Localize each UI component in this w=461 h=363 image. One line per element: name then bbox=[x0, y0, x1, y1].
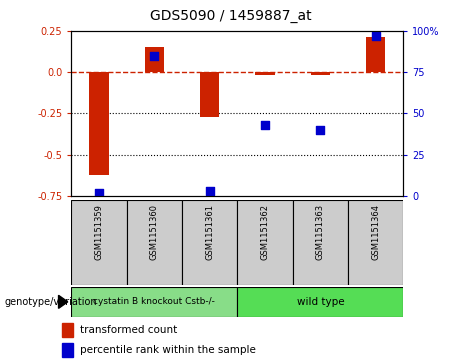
Text: GSM1151360: GSM1151360 bbox=[150, 204, 159, 260]
FancyBboxPatch shape bbox=[71, 200, 127, 285]
Point bbox=[372, 33, 379, 39]
Text: transformed count: transformed count bbox=[80, 325, 177, 335]
Bar bbox=[200, 72, 219, 117]
Bar bbox=[366, 37, 385, 72]
FancyBboxPatch shape bbox=[237, 200, 293, 285]
Bar bbox=[62, 343, 73, 356]
Text: percentile rank within the sample: percentile rank within the sample bbox=[80, 345, 255, 355]
Text: GSM1151361: GSM1151361 bbox=[205, 204, 214, 260]
Bar bbox=[255, 72, 275, 76]
Text: wild type: wild type bbox=[296, 297, 344, 307]
FancyBboxPatch shape bbox=[237, 287, 403, 317]
Text: cystatin B knockout Cstb-/-: cystatin B knockout Cstb-/- bbox=[94, 297, 215, 306]
Bar bbox=[62, 323, 73, 337]
Bar bbox=[145, 47, 164, 72]
FancyBboxPatch shape bbox=[71, 287, 237, 317]
Point bbox=[317, 127, 324, 133]
Text: GSM1151363: GSM1151363 bbox=[316, 204, 325, 260]
Point bbox=[261, 122, 269, 128]
Point bbox=[95, 190, 103, 196]
Text: GSM1151359: GSM1151359 bbox=[95, 204, 104, 260]
FancyBboxPatch shape bbox=[348, 200, 403, 285]
Point bbox=[206, 188, 213, 194]
Bar bbox=[311, 72, 330, 76]
FancyBboxPatch shape bbox=[127, 200, 182, 285]
Point bbox=[151, 53, 158, 58]
Text: genotype/variation: genotype/variation bbox=[5, 297, 97, 307]
FancyBboxPatch shape bbox=[182, 200, 237, 285]
Text: GDS5090 / 1459887_at: GDS5090 / 1459887_at bbox=[150, 9, 311, 23]
FancyBboxPatch shape bbox=[293, 200, 348, 285]
Bar bbox=[89, 72, 109, 175]
Text: GSM1151364: GSM1151364 bbox=[371, 204, 380, 260]
Text: GSM1151362: GSM1151362 bbox=[260, 204, 270, 260]
